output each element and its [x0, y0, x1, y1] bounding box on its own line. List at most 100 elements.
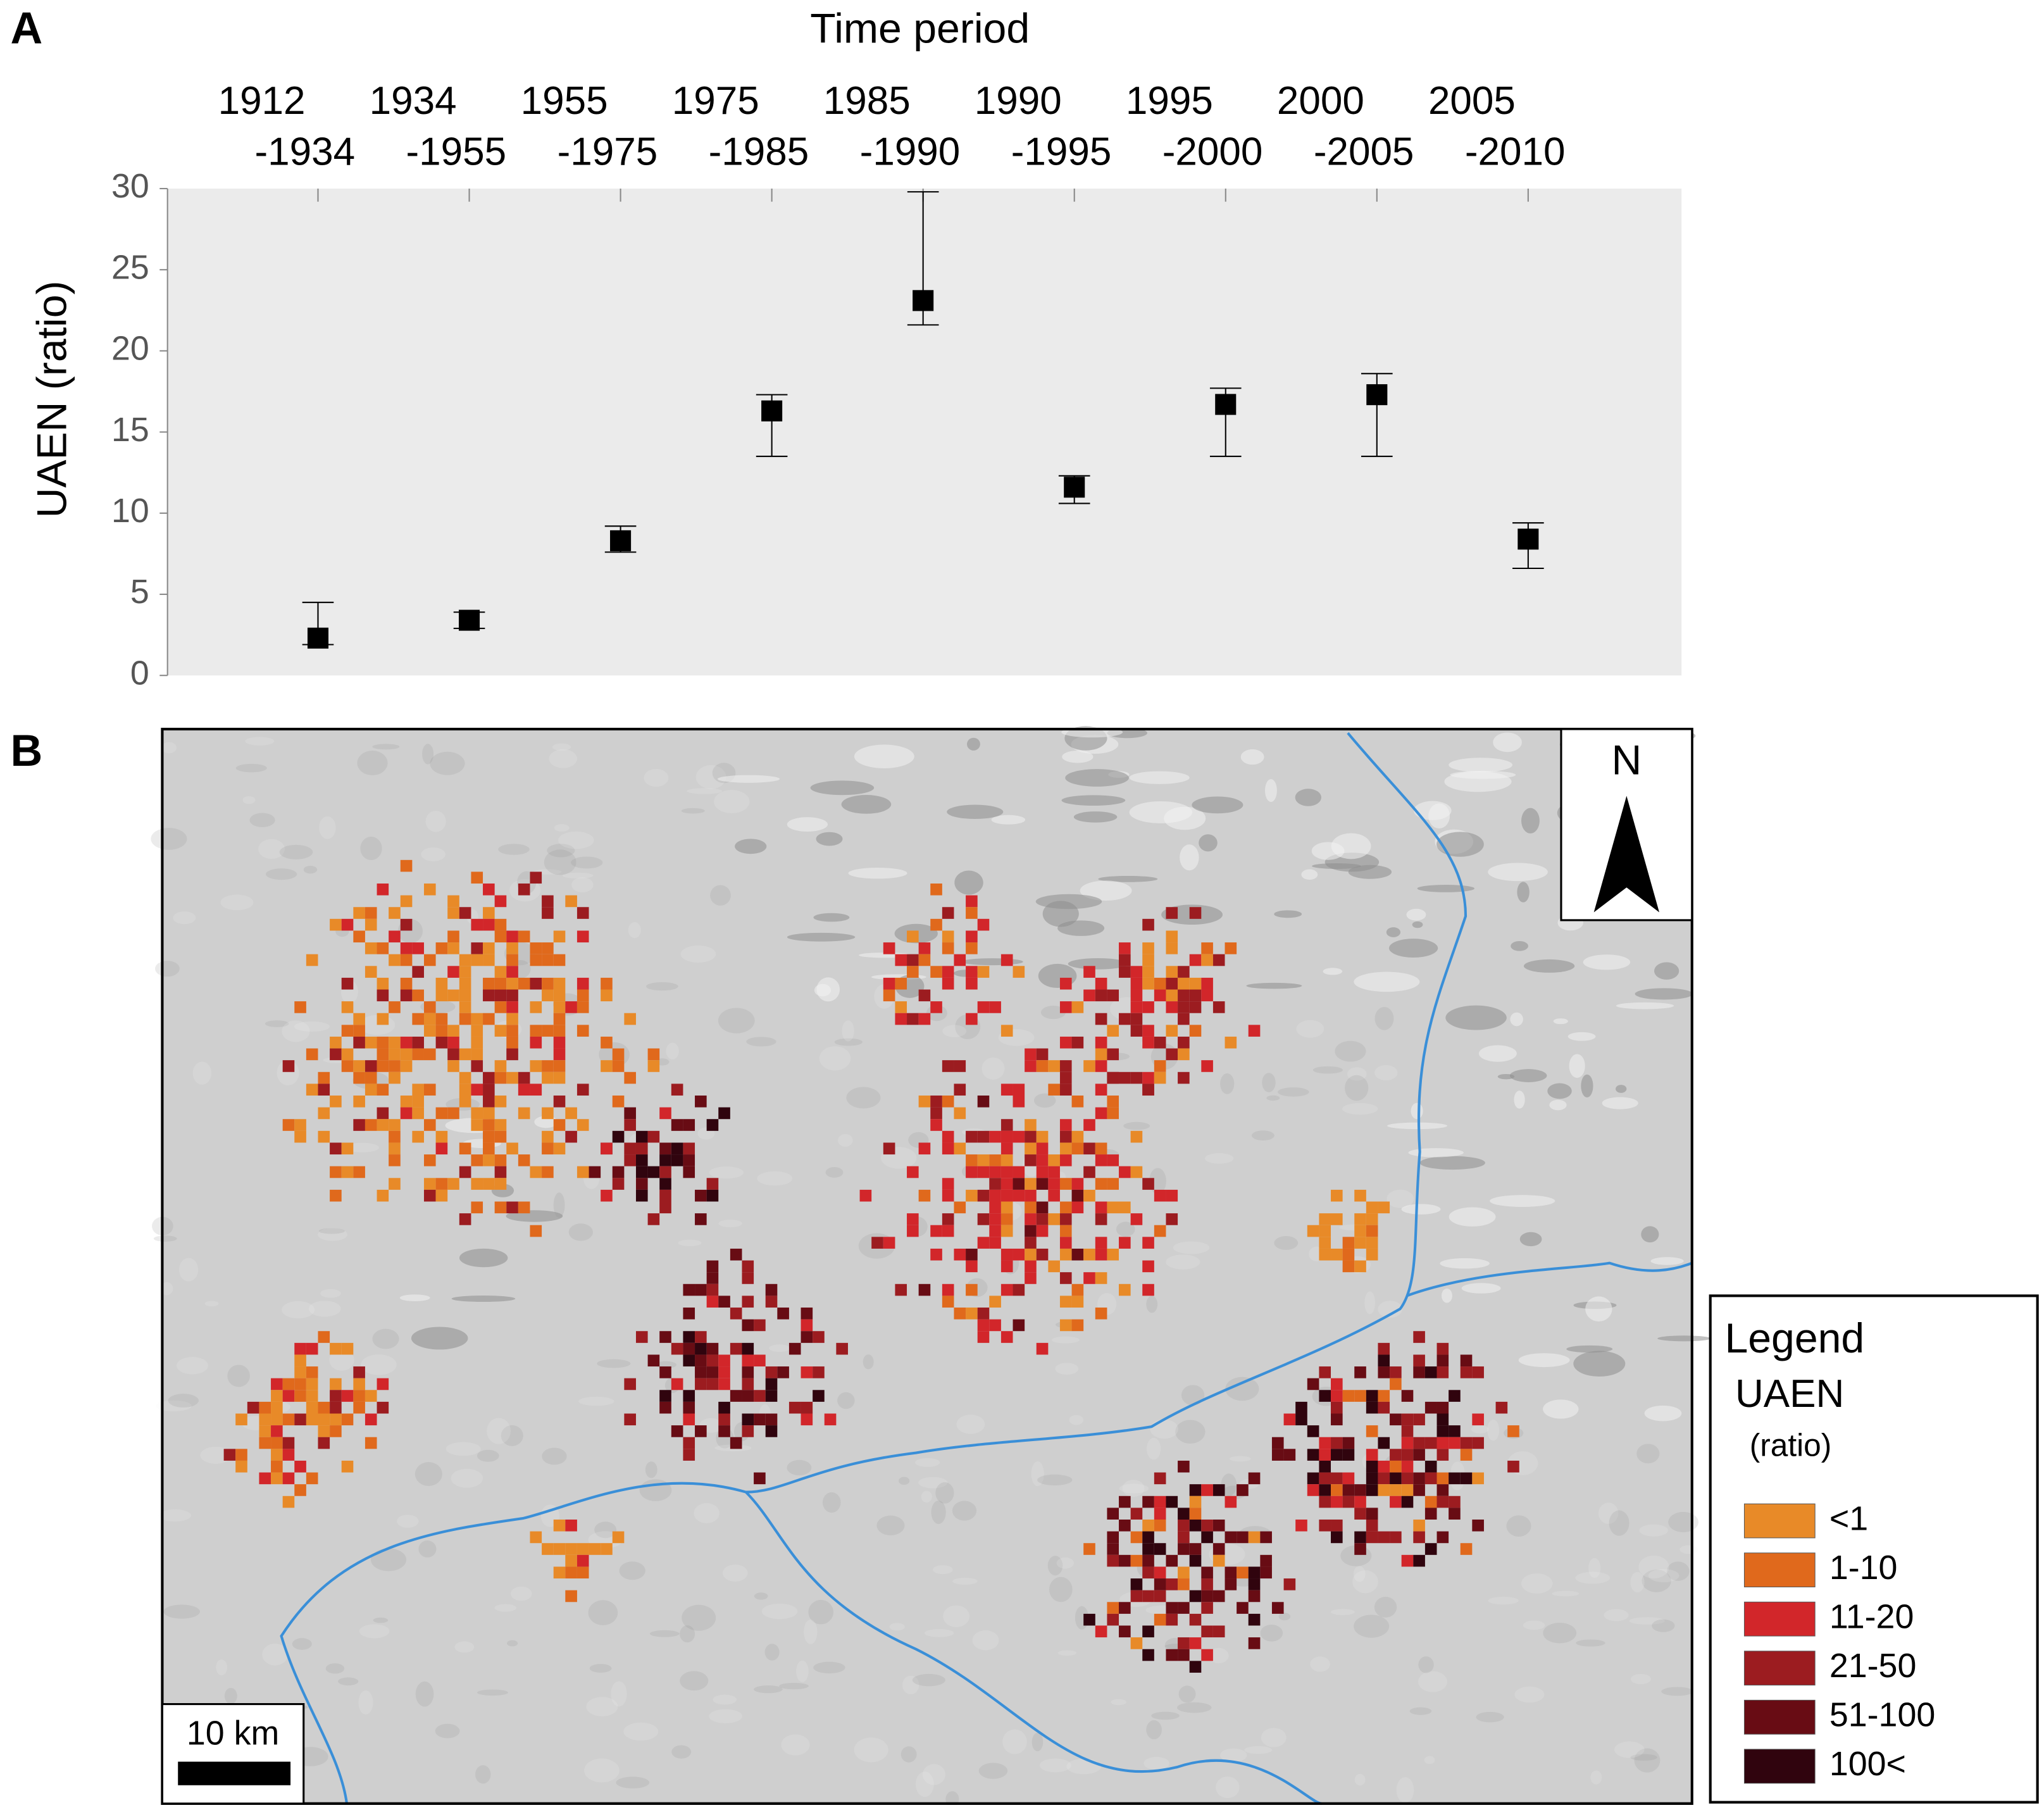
map-cell	[966, 1189, 978, 1202]
map-cell	[377, 1036, 389, 1049]
map-cell	[1059, 1178, 1072, 1190]
map-cell	[1189, 1508, 1202, 1520]
terrain	[1445, 1005, 1507, 1030]
river	[745, 1491, 1322, 1805]
terrain	[1575, 1571, 1611, 1584]
map-cell	[1401, 1496, 1414, 1508]
map-cell	[1059, 1201, 1072, 1214]
map-cell	[400, 1096, 413, 1108]
map-cell	[718, 1366, 730, 1378]
map-cell	[742, 1260, 754, 1273]
map-cell	[1036, 1213, 1049, 1225]
map-cell	[1166, 1213, 1178, 1225]
map-cell	[1460, 1366, 1473, 1378]
map-cell	[683, 1119, 695, 1131]
map-cell	[400, 918, 413, 931]
terrain	[754, 1685, 783, 1694]
map-cell	[977, 1331, 990, 1343]
terrain	[645, 1461, 657, 1478]
terrain	[1547, 1083, 1572, 1099]
terrain	[153, 1235, 177, 1242]
map-cell	[282, 1413, 295, 1426]
map-cell	[341, 1025, 354, 1037]
map-cell	[423, 954, 436, 966]
scale-bar	[178, 1761, 291, 1785]
terrain	[155, 960, 180, 977]
map-cell	[954, 1308, 966, 1320]
map-cell	[1000, 954, 1013, 966]
map-cell	[412, 1130, 424, 1143]
terrain	[1511, 940, 1528, 951]
map-cell	[1071, 1096, 1084, 1108]
map-cell	[271, 1460, 283, 1473]
legend-swatch	[1743, 1552, 1816, 1588]
map-cell	[377, 1119, 389, 1131]
terrain	[1178, 1685, 1196, 1703]
map-cell	[671, 1342, 683, 1355]
map-cell	[506, 1036, 518, 1049]
terrain	[1609, 1510, 1630, 1536]
terrain	[282, 1020, 310, 1042]
terrain	[511, 1586, 532, 1601]
terrain	[681, 808, 705, 814]
terrain	[1278, 1613, 1291, 1621]
terrain	[1278, 1087, 1309, 1097]
map-cell	[1095, 1237, 1107, 1249]
map-cell	[506, 930, 518, 943]
terrain	[1590, 1770, 1602, 1785]
terrain	[1199, 834, 1218, 852]
map-cell	[1142, 1237, 1154, 1249]
map-cell	[907, 966, 919, 978]
map-cell	[483, 1071, 495, 1084]
map-cell	[1460, 1472, 1473, 1485]
map-cell	[1142, 1071, 1154, 1084]
map-cell	[553, 989, 566, 1002]
map-cell	[1166, 907, 1178, 919]
map-cell	[1178, 1071, 1190, 1084]
map-cell	[695, 1283, 707, 1296]
map-cell	[695, 1425, 707, 1437]
map-cell	[1154, 1071, 1166, 1084]
map-cell	[1460, 1449, 1473, 1461]
map-cell	[942, 907, 954, 919]
terrain	[1244, 1746, 1273, 1754]
map-cell	[1366, 1201, 1378, 1214]
map-cell	[1083, 1142, 1095, 1155]
map-cell	[435, 1036, 448, 1049]
map-cell	[1071, 1178, 1084, 1190]
map-cell	[294, 1001, 306, 1013]
terrain	[787, 817, 828, 832]
map-cell	[1025, 1237, 1037, 1249]
map-cell	[1119, 966, 1131, 978]
map-cell	[1201, 1590, 1213, 1602]
map-cell	[259, 1401, 271, 1414]
map-cell	[989, 1237, 1001, 1249]
terrain	[200, 1446, 232, 1464]
terrain	[1175, 1420, 1206, 1444]
y-tick-label: 15	[111, 411, 149, 449]
terrain	[1037, 1474, 1073, 1486]
map-cell	[377, 1107, 389, 1120]
map-cell	[1059, 1154, 1072, 1166]
map-cell	[365, 1413, 377, 1426]
terrain	[1543, 1623, 1577, 1644]
terrain	[1419, 1156, 1485, 1170]
terrain	[258, 839, 285, 859]
terrain	[1216, 1776, 1240, 1799]
terrain	[158, 1509, 192, 1522]
terrain	[923, 1764, 945, 1785]
terrain	[547, 844, 575, 858]
map-cell	[895, 1013, 907, 1025]
map-cell	[459, 907, 471, 919]
map-cell	[483, 1142, 495, 1155]
terrain	[325, 1663, 345, 1674]
map-cell	[1424, 1460, 1437, 1473]
map-cell	[294, 1390, 306, 1402]
map-cell	[1025, 1225, 1037, 1237]
map-cell	[1390, 1531, 1402, 1544]
map-cell	[271, 1401, 283, 1414]
map-cell	[742, 1342, 754, 1355]
map-cell	[1271, 1449, 1284, 1461]
map-cell	[1307, 1484, 1319, 1496]
